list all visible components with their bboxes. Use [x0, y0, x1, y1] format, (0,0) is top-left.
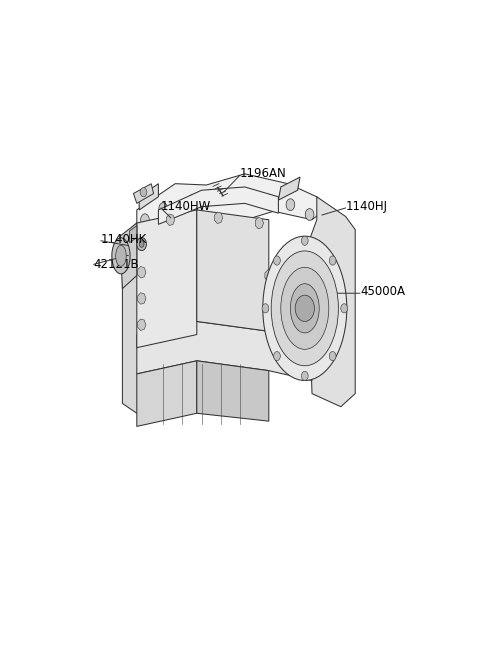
Ellipse shape	[112, 238, 130, 274]
Polygon shape	[197, 361, 269, 421]
Circle shape	[329, 352, 336, 361]
Circle shape	[141, 214, 149, 226]
Polygon shape	[137, 210, 197, 348]
Polygon shape	[265, 296, 273, 308]
Text: 1140HK: 1140HK	[101, 233, 147, 246]
Circle shape	[140, 188, 147, 197]
Ellipse shape	[281, 268, 329, 349]
Circle shape	[274, 352, 280, 361]
Circle shape	[301, 236, 308, 245]
Polygon shape	[137, 321, 312, 380]
Text: 45000A: 45000A	[360, 285, 405, 298]
Polygon shape	[265, 270, 273, 281]
Polygon shape	[138, 266, 146, 278]
Circle shape	[264, 194, 273, 206]
Polygon shape	[137, 361, 197, 426]
Text: 1140HJ: 1140HJ	[346, 200, 387, 213]
Polygon shape	[255, 217, 264, 229]
Polygon shape	[133, 184, 154, 203]
Circle shape	[188, 195, 196, 207]
Text: 1196AN: 1196AN	[240, 167, 287, 180]
Polygon shape	[278, 177, 300, 200]
Polygon shape	[138, 319, 146, 331]
Circle shape	[301, 371, 308, 380]
Polygon shape	[215, 212, 223, 224]
Circle shape	[243, 191, 252, 203]
Text: 42121B: 42121B	[94, 258, 139, 271]
Circle shape	[214, 191, 223, 203]
Polygon shape	[197, 210, 269, 331]
Polygon shape	[122, 223, 158, 413]
Polygon shape	[167, 214, 175, 226]
Circle shape	[139, 241, 144, 247]
Circle shape	[305, 209, 314, 220]
Polygon shape	[158, 187, 278, 224]
Circle shape	[137, 237, 146, 251]
Polygon shape	[139, 184, 158, 210]
Circle shape	[286, 199, 295, 211]
Circle shape	[159, 203, 168, 215]
Circle shape	[295, 295, 314, 321]
Circle shape	[341, 304, 348, 313]
Ellipse shape	[271, 251, 338, 365]
Polygon shape	[137, 174, 326, 233]
Circle shape	[329, 256, 336, 265]
Ellipse shape	[263, 236, 347, 380]
Ellipse shape	[290, 283, 319, 333]
Text: 1140HW: 1140HW	[161, 200, 211, 213]
Polygon shape	[307, 197, 355, 407]
Circle shape	[274, 256, 280, 265]
Ellipse shape	[116, 245, 126, 266]
Polygon shape	[308, 270, 316, 281]
Polygon shape	[138, 293, 146, 304]
Circle shape	[262, 304, 269, 313]
Polygon shape	[120, 223, 137, 289]
Polygon shape	[308, 296, 316, 308]
Polygon shape	[130, 226, 137, 243]
